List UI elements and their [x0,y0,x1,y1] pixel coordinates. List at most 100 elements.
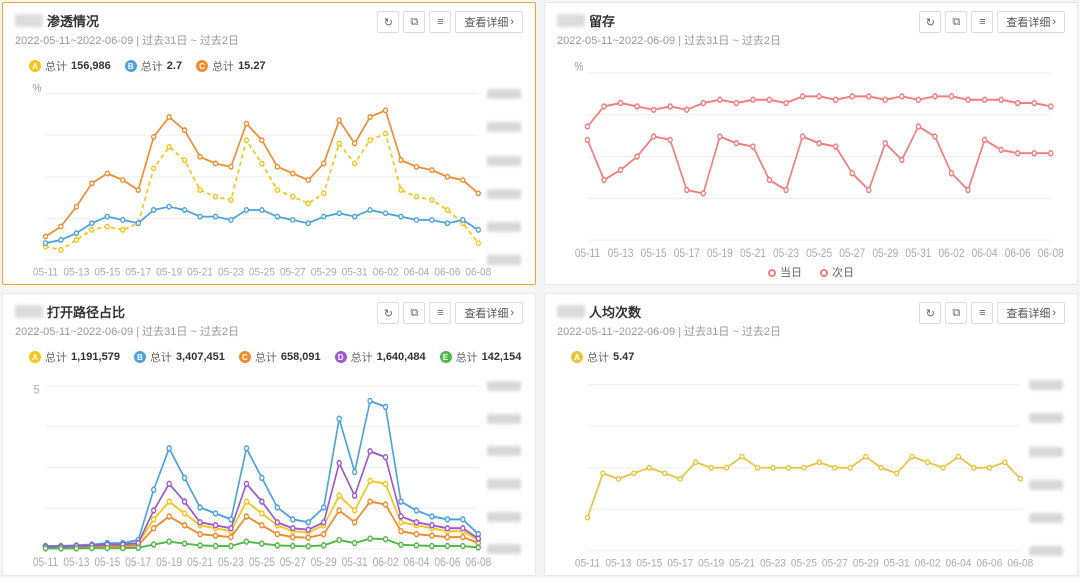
refresh-icon[interactable]: ↻ [919,302,941,324]
svg-text:05-31: 05-31 [905,247,931,260]
svg-text:05-15: 05-15 [636,557,662,570]
title-text: 渗透情况 [47,11,99,30]
refresh-icon[interactable]: ↻ [377,302,399,324]
legend-item-today: 当日 [768,264,802,280]
legend-item: A 总计 156,986 [29,58,111,74]
title-text: 留存 [589,11,615,30]
legend-value: 658,091 [281,351,321,363]
svg-text:06-02: 06-02 [915,557,941,570]
svg-text:05-21: 05-21 [187,266,213,279]
detail-label: 查看详细 [464,305,508,321]
svg-text:05-27: 05-27 [280,266,306,279]
svg-text:06-04: 06-04 [972,247,998,260]
svg-text:05-21: 05-21 [740,247,766,260]
legend-avg-times: A总计 5.47 [571,349,1065,365]
refresh-icon[interactable]: ↻ [377,11,399,33]
svg-text:05-13: 05-13 [605,557,631,570]
svg-text:05-25: 05-25 [249,556,275,569]
card-header: 打开路径占比 2022-05-11~2022-06-09 | 过去31日 ~ 过… [15,302,523,339]
legend-value: 1,640,484 [377,351,426,363]
chart-config-icon[interactable]: ⧉ [945,302,967,324]
card-title: 打开路径占比 [15,302,239,321]
refresh-icon[interactable]: ↻ [919,11,941,33]
masked-y-label [487,189,521,199]
legend-bullet-icon: A [29,60,41,72]
card-title: 渗透情况 [15,11,239,30]
menu-icon[interactable]: ≡ [429,302,451,324]
masked-y-label [1029,513,1063,523]
card-header: 人均次数 2022-05-11~2022-06-09 | 过去31日 ~ 过去2… [557,302,1065,339]
svg-text:05-19: 05-19 [707,247,733,260]
svg-text:06-02: 06-02 [373,556,399,569]
legend-value: 1,191,579 [71,351,120,363]
masked-prefix [557,305,585,318]
svg-text:06-08: 06-08 [465,556,491,569]
svg-text:05-27: 05-27 [280,556,306,569]
menu-icon[interactable]: ≡ [429,11,451,33]
legend-penetration: A总计 156,986B总计 2.7C总计 15.27 [29,58,523,74]
legend-value: 2.7 [167,60,182,72]
masked-y-label [487,512,521,522]
svg-text:05-17: 05-17 [125,266,151,279]
svg-text:05-21: 05-21 [729,557,755,570]
title-text: 打开路径占比 [47,302,125,321]
masked-y-label [1029,380,1063,390]
dashboard-grid: 渗透情况 2022-05-11~2022-06-09 | 过去31日 ~ 过去2… [2,2,1078,576]
chart-config-icon[interactable]: ⧉ [403,11,425,33]
legend-prefix: 总计 [212,58,234,74]
view-detail-button[interactable]: 查看详细 › [455,302,523,324]
menu-icon[interactable]: ≡ [971,11,993,33]
date-range: 2022-05-11~2022-06-09 | 过去31日 ~ 过去2日 [557,32,781,48]
svg-text:05-15: 05-15 [94,266,120,279]
masked-y-label [487,222,521,232]
detail-label: 查看详细 [1006,305,1050,321]
view-detail-button[interactable]: 查看详细 › [997,11,1065,33]
svg-text:%: % [32,82,41,95]
masked-prefix [557,14,585,27]
masked-y-label [487,544,521,554]
svg-text:05-17: 05-17 [674,247,700,260]
date-range: 2022-05-11~2022-06-09 | 过去31日 ~ 过去2日 [15,32,239,48]
legend-prefix: 总计 [587,349,609,365]
title-text: 人均次数 [589,302,641,321]
card-title: 留存 [557,11,781,30]
svg-text:05-23: 05-23 [218,266,244,279]
view-detail-button[interactable]: 查看详细 › [455,11,523,33]
legend-item: C总计 15.27 [196,58,266,74]
svg-text:06-04: 06-04 [403,266,429,279]
card-penetration: 渗透情况 2022-05-11~2022-06-09 | 过去31日 ~ 过去2… [2,2,536,285]
card-actions: ↻ ⧉ ≡ 查看详细 › [919,302,1065,324]
chart-config-icon[interactable]: ⧉ [403,302,425,324]
legend-item: D总计 1,640,484 [335,349,426,365]
date-range: 2022-05-11~2022-06-09 | 过去31日 ~ 过去2日 [557,323,781,339]
masked-y-label [487,122,521,132]
svg-text:05-15: 05-15 [94,556,120,569]
svg-text:%: % [574,61,583,74]
view-detail-button[interactable]: 查看详细 › [997,302,1065,324]
legend-open-path: A总计 1,191,579B总计 3,407,451C总计 658,091D总计… [29,349,523,365]
legend-item-nextday: 次日 [820,264,854,280]
card-avg-times: 人均次数 2022-05-11~2022-06-09 | 过去31日 ~ 过去2… [544,293,1078,576]
svg-text:05-19: 05-19 [698,557,724,570]
chart-open-path: 505-1105-1305-1505-1705-1905-2105-2305-2… [15,369,523,571]
svg-text:06-06: 06-06 [1005,247,1031,260]
chevron-icon: › [1052,307,1056,319]
legend-value: 5.47 [613,351,634,363]
svg-text:05-29: 05-29 [853,557,879,570]
masked-y-label [487,414,521,424]
legend-value: 142,154 [482,351,522,363]
masked-y-label [487,89,521,99]
legend-value: 156,986 [71,60,111,72]
legend-value: 15.27 [238,60,266,72]
svg-text:05-13: 05-13 [63,266,89,279]
svg-text:05-11: 05-11 [33,556,58,569]
legend-bullet-icon: C [239,351,251,363]
masked-y-label [487,446,521,456]
masked-prefix [15,305,43,318]
masked-y-label [487,156,521,166]
svg-text:05-25: 05-25 [249,266,275,279]
legend-prefix: 总计 [45,58,67,74]
svg-text:05-29: 05-29 [311,266,337,279]
chart-config-icon[interactable]: ⧉ [945,11,967,33]
menu-icon[interactable]: ≡ [971,302,993,324]
